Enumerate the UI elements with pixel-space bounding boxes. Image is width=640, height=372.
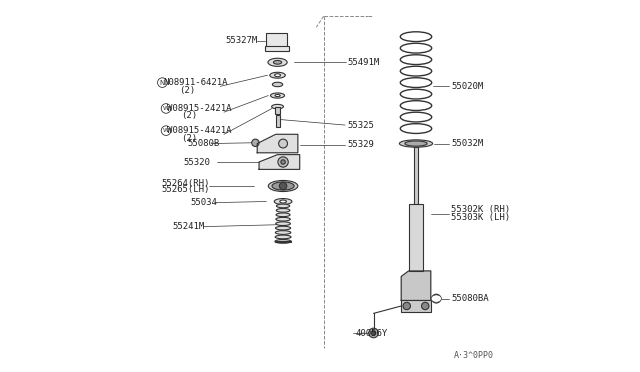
Text: 55265(LH): 55265(LH) — [161, 185, 210, 194]
Text: (2): (2) — [182, 134, 198, 142]
Circle shape — [432, 294, 441, 303]
Ellipse shape — [400, 112, 432, 122]
Circle shape — [278, 139, 287, 148]
Text: 55034: 55034 — [190, 198, 217, 207]
Ellipse shape — [399, 140, 433, 147]
Text: A·3^0PP0: A·3^0PP0 — [454, 350, 493, 359]
Text: W08915-2421A: W08915-2421A — [167, 104, 231, 113]
Ellipse shape — [400, 124, 432, 134]
Text: 55020M: 55020M — [451, 82, 483, 91]
Text: 55329: 55329 — [348, 140, 374, 149]
Ellipse shape — [400, 89, 432, 99]
Ellipse shape — [276, 213, 290, 217]
Polygon shape — [259, 155, 300, 169]
Circle shape — [371, 331, 376, 335]
Ellipse shape — [276, 209, 290, 212]
Ellipse shape — [275, 226, 291, 230]
Circle shape — [252, 139, 259, 147]
Bar — [414, 147, 418, 205]
Text: (2): (2) — [182, 111, 198, 121]
Bar — [264, 46, 289, 51]
Ellipse shape — [275, 235, 291, 239]
Circle shape — [278, 157, 288, 167]
Text: 40056Y: 40056Y — [355, 329, 387, 338]
Circle shape — [403, 302, 410, 310]
Circle shape — [280, 182, 287, 190]
Text: 55320: 55320 — [184, 157, 211, 167]
Ellipse shape — [275, 74, 280, 77]
Polygon shape — [401, 271, 431, 301]
Ellipse shape — [271, 105, 284, 109]
Bar — [276, 115, 280, 127]
Text: W: W — [163, 128, 169, 133]
Ellipse shape — [405, 141, 427, 146]
Text: 55080BA: 55080BA — [451, 294, 489, 303]
Bar — [408, 205, 424, 271]
Bar — [275, 108, 280, 114]
Text: (2): (2) — [179, 86, 195, 94]
Ellipse shape — [400, 32, 432, 42]
Ellipse shape — [273, 82, 283, 87]
Ellipse shape — [275, 231, 291, 234]
Text: 55303K (LH): 55303K (LH) — [451, 213, 510, 222]
Circle shape — [369, 328, 378, 338]
Ellipse shape — [275, 94, 280, 97]
Text: 55032M: 55032M — [451, 139, 483, 148]
Circle shape — [422, 302, 429, 310]
Ellipse shape — [276, 204, 290, 208]
Text: W: W — [163, 106, 169, 111]
Ellipse shape — [400, 78, 432, 87]
Text: 55302K (RH): 55302K (RH) — [451, 205, 510, 215]
Polygon shape — [257, 134, 298, 153]
Ellipse shape — [268, 58, 287, 66]
Ellipse shape — [276, 222, 291, 225]
Ellipse shape — [400, 66, 432, 76]
Text: 55080B: 55080B — [187, 139, 220, 148]
Text: 55325: 55325 — [348, 121, 374, 129]
Text: 55241M: 55241M — [172, 222, 205, 231]
Ellipse shape — [270, 72, 285, 78]
Text: 55327M: 55327M — [225, 36, 257, 45]
Ellipse shape — [272, 182, 294, 190]
Bar — [401, 301, 431, 311]
Ellipse shape — [400, 55, 432, 64]
Ellipse shape — [276, 217, 291, 221]
Text: 55491M: 55491M — [348, 58, 380, 67]
Ellipse shape — [275, 240, 291, 243]
Ellipse shape — [280, 200, 287, 203]
Ellipse shape — [400, 43, 432, 53]
Ellipse shape — [268, 180, 298, 192]
Ellipse shape — [431, 295, 442, 302]
Text: N: N — [160, 80, 165, 86]
Text: N08911-6421A: N08911-6421A — [163, 78, 228, 87]
Ellipse shape — [400, 101, 432, 110]
Ellipse shape — [273, 61, 282, 64]
Text: W08915-4421A: W08915-4421A — [167, 126, 231, 135]
Ellipse shape — [274, 199, 292, 205]
Text: 55264(RH): 55264(RH) — [161, 179, 210, 187]
Circle shape — [281, 160, 285, 164]
Bar — [275, 241, 291, 242]
Bar — [266, 33, 287, 48]
Ellipse shape — [271, 93, 285, 98]
